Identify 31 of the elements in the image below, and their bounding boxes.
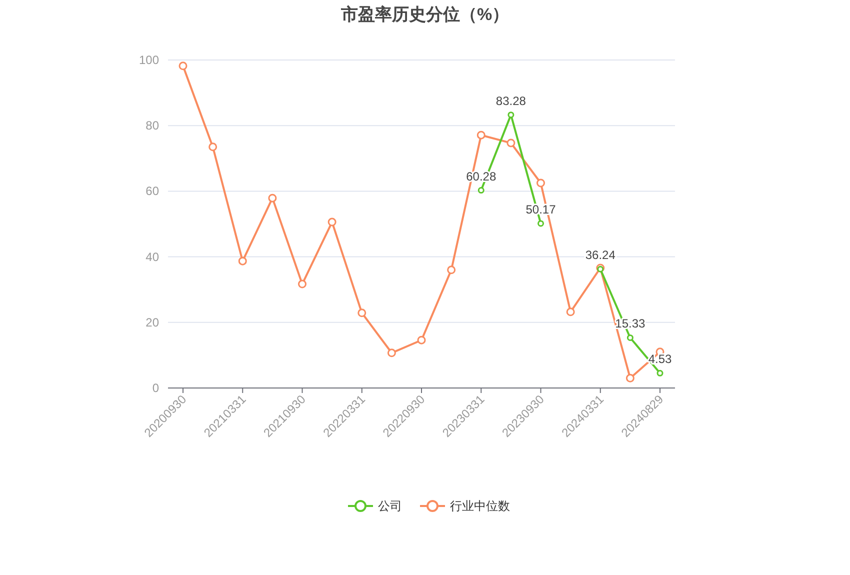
point (328, 218, 336, 226)
point (238, 256, 247, 266)
point (536, 178, 545, 188)
y-tick-label: 60 (146, 184, 160, 198)
point (566, 308, 575, 316)
point (538, 220, 544, 227)
point (447, 266, 456, 274)
point (506, 138, 516, 148)
y-tick-label: 20 (146, 315, 160, 330)
point (268, 194, 277, 202)
point (178, 62, 188, 70)
point (626, 374, 634, 382)
point (626, 334, 634, 341)
legend-label: 公司 (378, 499, 402, 513)
point (387, 348, 396, 358)
point (358, 308, 366, 318)
data-label: 83.28 (496, 94, 526, 108)
y-tick-label: 100 (138, 53, 160, 67)
chart-title: 市盈率历史分位（%） (340, 5, 510, 24)
point (298, 280, 306, 288)
point (476, 130, 486, 140)
data-label: 36.24 (585, 248, 616, 262)
point (208, 142, 218, 152)
legend-label: 行业中位数 (450, 499, 510, 513)
point (478, 187, 484, 194)
y-tick-label: 0 (152, 381, 160, 395)
point (656, 370, 664, 376)
point (508, 112, 514, 118)
point (417, 336, 426, 344)
y-tick-label: 80 (146, 118, 160, 133)
y-tick-label: 40 (146, 250, 160, 264)
